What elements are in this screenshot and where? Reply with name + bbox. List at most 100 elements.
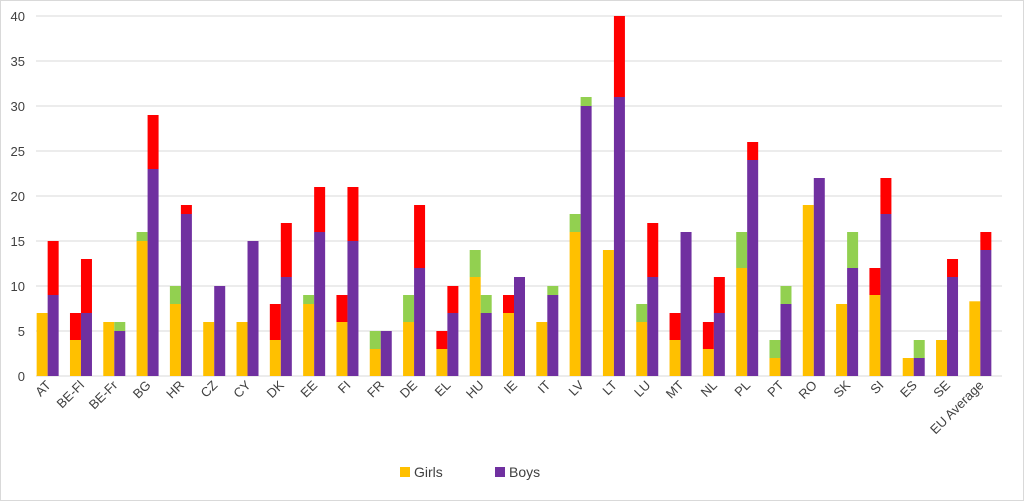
boys-red-segment [613, 16, 625, 97]
boys-bar [80, 313, 92, 376]
x-tick-label: AT [32, 377, 54, 399]
girls-bar [869, 295, 881, 376]
y-tick-label: 25 [11, 144, 25, 159]
girls-bar [636, 322, 648, 376]
x-tick-label: FR [364, 378, 387, 401]
boys-red-segment [180, 205, 192, 214]
boys-red-segment [447, 286, 459, 313]
y-tick-label: 10 [11, 279, 25, 294]
boys-bar [813, 178, 825, 376]
girls-green-segment [736, 232, 748, 268]
x-tick-label: NL [698, 378, 720, 400]
girls-bar [836, 304, 848, 376]
girls-bar [69, 340, 81, 376]
boys-bar [713, 313, 725, 376]
boys-bar [447, 313, 459, 376]
boys-green-segment [547, 286, 559, 295]
y-tick-label: 35 [11, 54, 25, 69]
x-tick-label: EL [432, 378, 454, 400]
boys-bar [180, 214, 192, 376]
girls-red-segment [503, 295, 514, 313]
boys-red-segment [280, 223, 292, 277]
boys-bar [580, 106, 592, 376]
boys-red-segment [980, 232, 992, 250]
y-tick-label: 40 [11, 9, 25, 24]
x-tick-label: HR [163, 378, 187, 402]
x-tick-label: FI [335, 378, 354, 397]
girls-bar [136, 241, 148, 376]
girls-bar [602, 250, 614, 376]
girls-bar [736, 268, 748, 376]
x-tick-label: SK [830, 377, 853, 400]
boys-bar [547, 295, 559, 376]
boys-bar [514, 277, 525, 376]
x-tick-label: RO [796, 378, 820, 402]
girls-bar [369, 349, 381, 376]
boys-red-segment [414, 205, 426, 268]
girls-bar [503, 313, 514, 376]
boys-bar [880, 214, 892, 376]
girls-bar [36, 313, 48, 376]
girls-red-segment [869, 268, 881, 295]
boys-red-segment [80, 259, 92, 313]
boys-bar [947, 277, 959, 376]
girls-green-segment [469, 250, 481, 277]
x-tick-label: CZ [197, 377, 220, 400]
boys-green-segment [580, 97, 592, 106]
x-tick-label: HU [463, 378, 487, 402]
boys-bar [647, 277, 659, 376]
girls-green-segment [769, 340, 781, 358]
x-tick-label: DK [264, 377, 288, 401]
boys-bar [780, 304, 792, 376]
boys-red-segment [713, 277, 725, 313]
boys-bar [114, 331, 126, 376]
boys-bar [280, 277, 292, 376]
girls-red-segment [269, 304, 281, 340]
boys-bar [347, 241, 359, 376]
boys-red-segment [647, 223, 659, 277]
boys-red-segment [314, 187, 326, 232]
boys-bar [847, 268, 859, 376]
girls-bar [103, 322, 115, 376]
girls-bar [436, 349, 448, 376]
boys-bar [414, 268, 426, 376]
girls-red-segment [336, 295, 348, 322]
girls-legend-label: Girls [414, 464, 443, 480]
girls-bar [469, 277, 481, 376]
boys-bar [613, 97, 625, 376]
boys-legend-swatch [495, 467, 505, 477]
x-tick-label: BG [130, 378, 154, 402]
x-tick-label: BE-Fr [86, 377, 121, 412]
boys-bar [680, 232, 692, 376]
girls-red-segment [669, 313, 681, 340]
girls-bar [702, 349, 714, 376]
girls-green-segment [569, 214, 581, 232]
girls-red-segment [69, 313, 81, 340]
girls-green-segment [636, 304, 648, 322]
y-tick-label: 5 [18, 324, 25, 339]
girls-bar [802, 205, 814, 376]
boys-red-segment [347, 187, 359, 241]
x-tick-label: SI [867, 378, 886, 397]
boys-green-segment [780, 286, 792, 304]
girls-red-segment [436, 331, 448, 349]
boys-red-segment [47, 241, 59, 295]
boys-bar [314, 232, 326, 376]
x-tick-label: LU [631, 378, 653, 400]
x-tick-label: IT [535, 377, 554, 396]
boys-bar [147, 169, 159, 376]
boys-bar [980, 250, 992, 376]
boys-green-segment [480, 295, 492, 313]
girls-bar [669, 340, 681, 376]
boys-red-segment [880, 178, 892, 214]
girls-bar [169, 304, 181, 376]
girls-bar [336, 322, 348, 376]
girls-bar [269, 340, 281, 376]
girls-bar [769, 358, 781, 376]
boys-bar [913, 358, 925, 376]
girls-bar [969, 301, 981, 376]
boys-green-segment [913, 340, 925, 358]
girls-green-segment [403, 295, 415, 322]
boys-bar [47, 295, 59, 376]
girls-green-segment [369, 331, 381, 349]
